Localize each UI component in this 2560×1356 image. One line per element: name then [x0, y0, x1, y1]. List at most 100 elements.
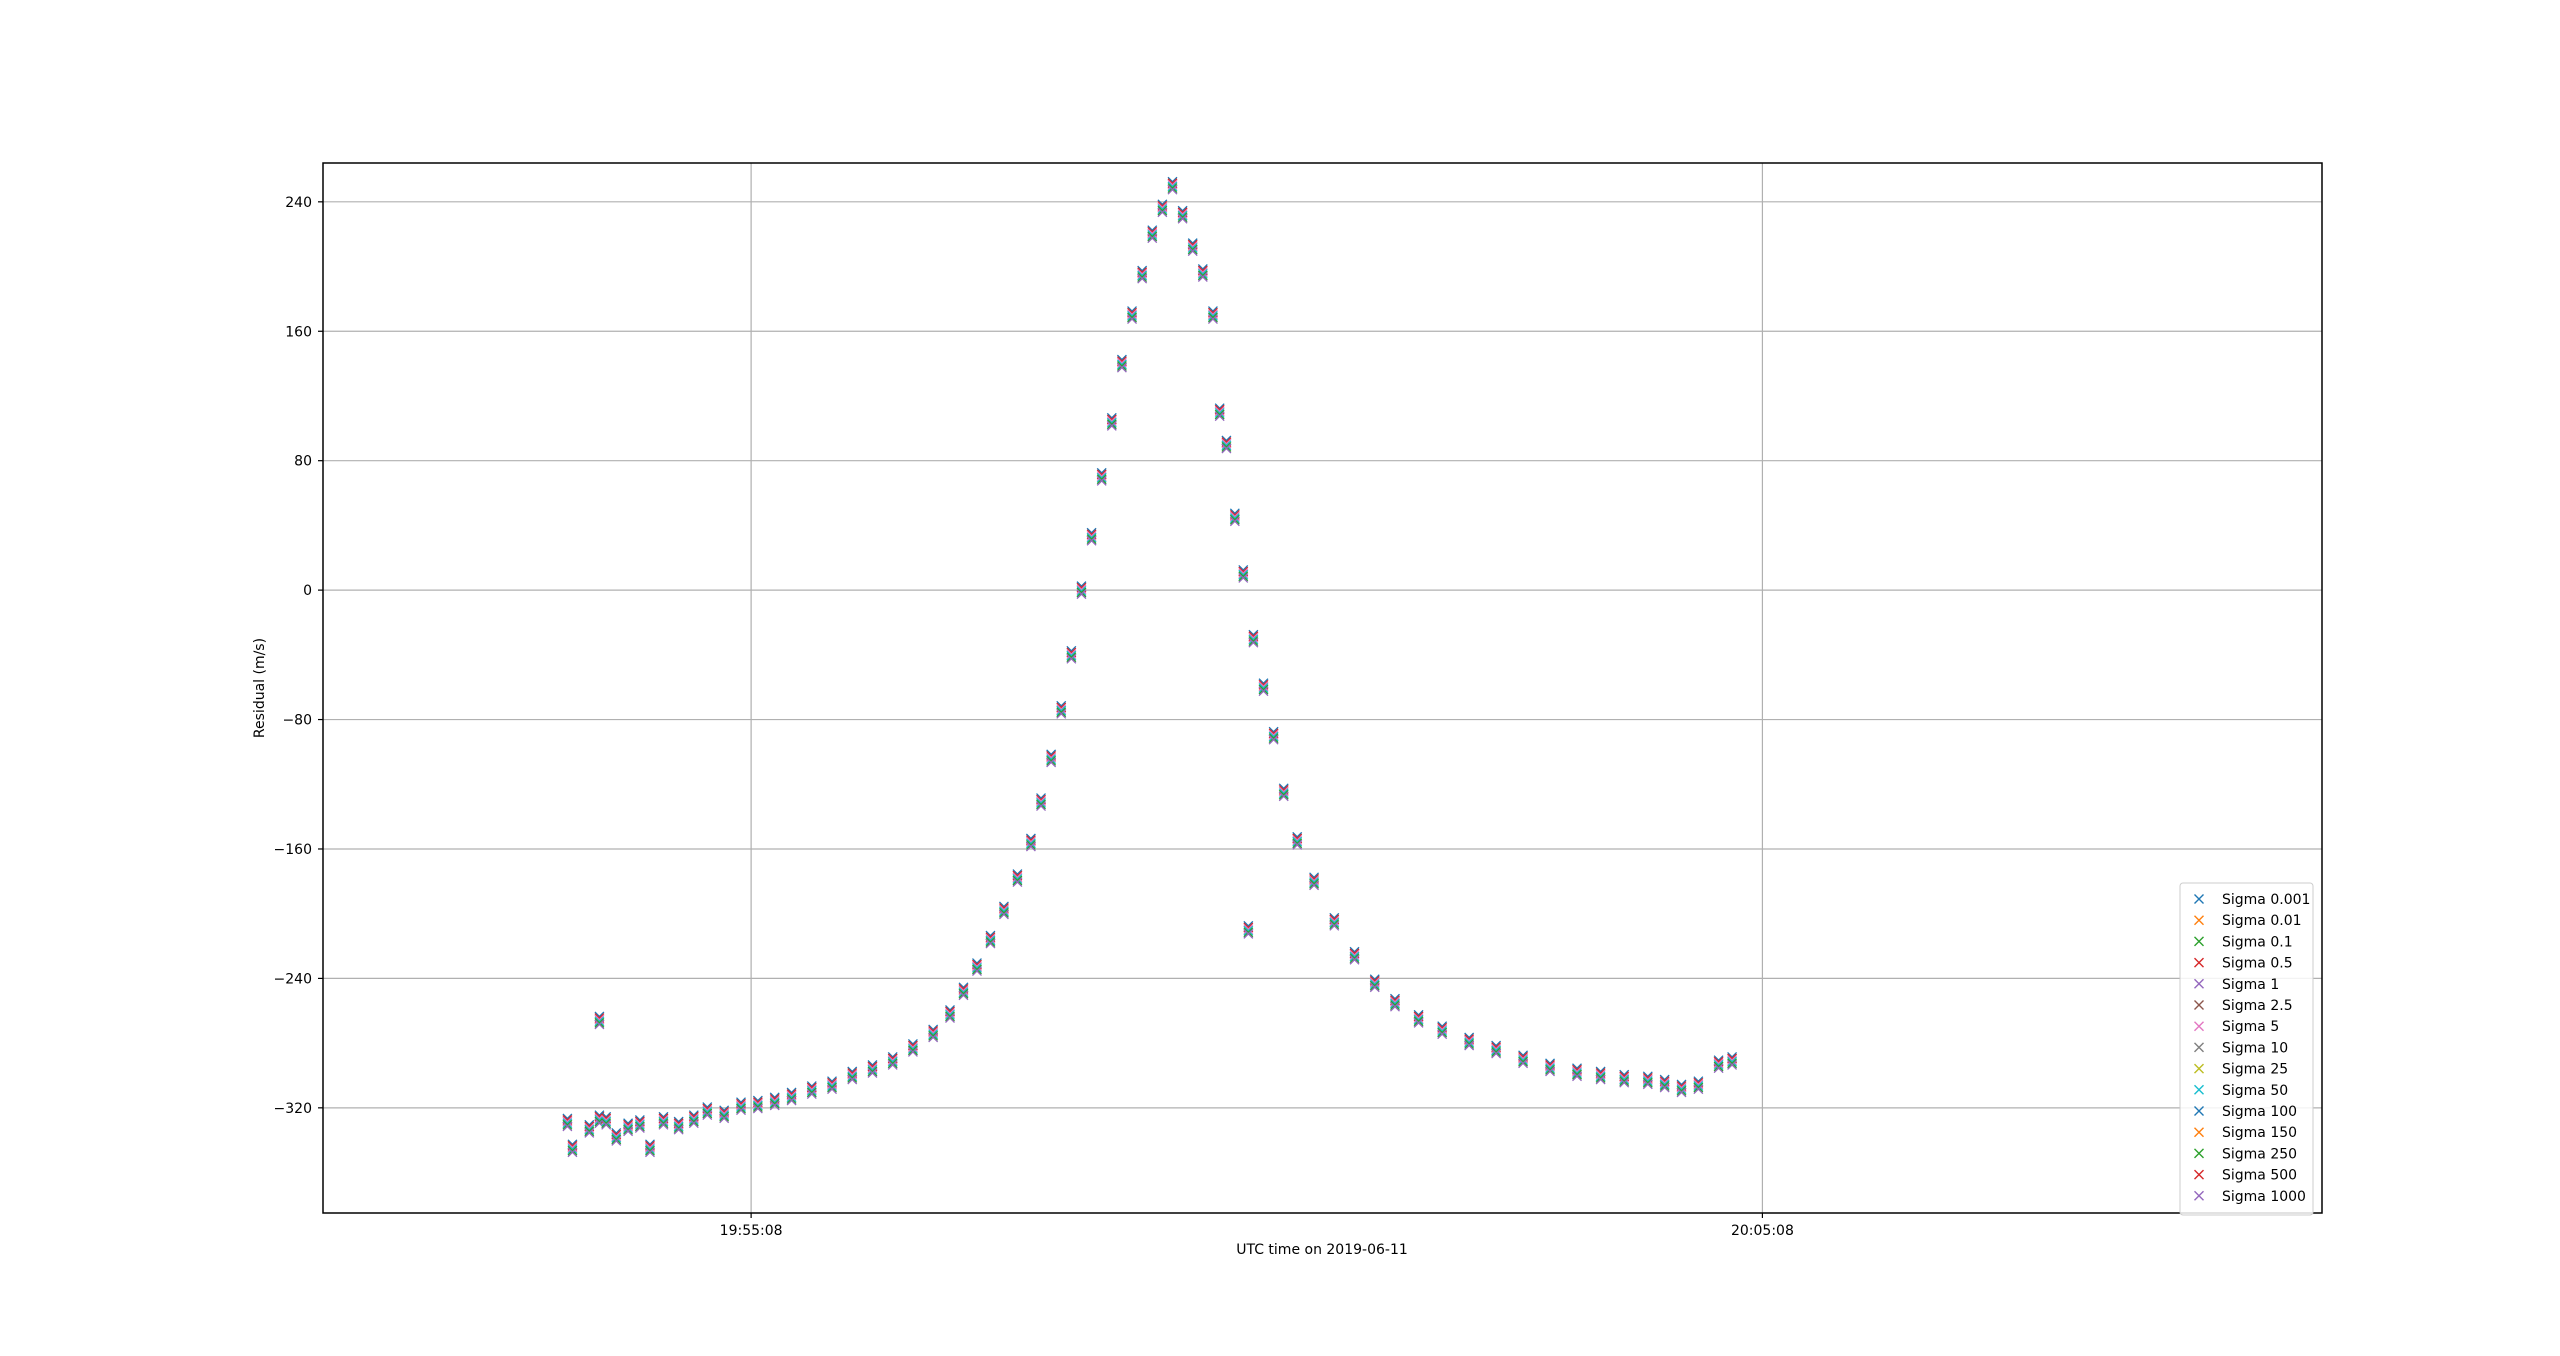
point-marker: [1713, 1060, 1724, 1070]
point-marker: [985, 933, 996, 944]
point-marker: [673, 1119, 684, 1130]
y-tick-label: 80: [294, 454, 312, 470]
point-marker: [594, 1019, 605, 1030]
point-marker: [1229, 511, 1240, 522]
point-marker: [1642, 1079, 1653, 1090]
point-marker: [673, 1121, 684, 1132]
data-point: [1268, 726, 1279, 745]
point-marker: [1238, 568, 1249, 579]
legend-label: Sigma 0.5: [2222, 956, 2293, 972]
point-marker: [1292, 839, 1303, 850]
data-point: [867, 1060, 878, 1078]
point-marker: [1036, 799, 1046, 810]
data-point: [1727, 1051, 1738, 1070]
point-marker: [1248, 636, 1259, 647]
data-point: [1491, 1040, 1502, 1059]
point-marker: [594, 1017, 605, 1028]
point-marker: [1025, 841, 1036, 852]
point-marker: [1116, 357, 1127, 368]
point-marker: [827, 1084, 837, 1095]
point-marker: [567, 1144, 578, 1155]
point-marker: [1137, 272, 1148, 282]
point-marker: [1221, 441, 1232, 452]
point-marker: [847, 1069, 858, 1080]
data-point: [887, 1051, 898, 1070]
point-marker: [1278, 791, 1289, 802]
point-marker: [1258, 681, 1269, 692]
point-marker: [945, 1009, 955, 1020]
point-marker: [1046, 757, 1057, 768]
point-marker: [1096, 471, 1107, 482]
point-marker: [1046, 754, 1057, 765]
point-marker: [1214, 407, 1225, 418]
data-point: [719, 1105, 730, 1124]
data-point: [998, 901, 1009, 920]
point-marker: [806, 1084, 817, 1095]
legend-marker: [2194, 957, 2204, 968]
point-marker: [769, 1100, 780, 1111]
point-marker: [1349, 949, 1360, 960]
point-marker: [1096, 474, 1107, 485]
x-axis-label: UTC time on 2019-06-11: [1236, 1242, 1408, 1258]
point-marker: [688, 1113, 699, 1124]
point-marker: [1127, 312, 1137, 323]
point-marker: [786, 1090, 797, 1101]
point-marker: [645, 1144, 655, 1155]
point-marker: [1221, 438, 1232, 449]
point-marker: [769, 1098, 780, 1109]
point-marker: [1025, 838, 1036, 849]
point-marker: [1545, 1061, 1555, 1072]
point-marker: [1292, 836, 1303, 847]
point-marker: [867, 1063, 878, 1074]
point-marker: [887, 1055, 898, 1066]
point-marker: [1229, 516, 1240, 527]
point-marker: [702, 1110, 713, 1121]
point-marker: [847, 1071, 858, 1082]
point-marker: [611, 1131, 622, 1142]
point-marker: [1036, 796, 1046, 807]
point-marker: [1727, 1058, 1738, 1069]
point-marker: [1292, 835, 1303, 846]
point-marker: [719, 1108, 730, 1119]
data-point: [907, 1039, 918, 1057]
point-marker: [1464, 1040, 1475, 1051]
x-tick-label: 20:05:08: [1731, 1223, 1794, 1239]
point-marker: [601, 1115, 612, 1125]
point-marker: [958, 988, 969, 999]
point-marker: [752, 1100, 763, 1111]
point-marker: [601, 1119, 612, 1130]
data-point: [1413, 1009, 1424, 1028]
legend-marker: [2194, 1042, 2204, 1053]
point-marker: [1036, 801, 1046, 812]
legend: Sigma 0.001 Sigma 0.01 Sigma 0.1 Sigma 0.5 S…: [2179, 882, 2314, 1216]
point-marker: [998, 909, 1009, 920]
point-marker: [985, 938, 996, 949]
point-marker: [1369, 979, 1380, 990]
point-marker: [567, 1145, 578, 1156]
point-marker: [907, 1043, 918, 1054]
point-marker: [658, 1118, 669, 1129]
point-marker: [1268, 734, 1279, 745]
point-marker: [673, 1124, 684, 1135]
data-points: [562, 176, 1738, 1158]
point-marker: [1713, 1058, 1724, 1069]
legend-marker: [2194, 1063, 2204, 1074]
y-axis-label: Residual (m/s): [252, 638, 268, 738]
point-marker: [907, 1042, 918, 1053]
point-marker: [1106, 416, 1117, 427]
legend-marker: [2194, 936, 2204, 947]
point-marker: [1096, 472, 1107, 483]
point-marker: [1268, 731, 1279, 742]
point-marker: [562, 1119, 573, 1130]
point-marker: [1693, 1082, 1704, 1093]
legend-marker: [2194, 1127, 2204, 1138]
point-marker: [1137, 270, 1148, 281]
point-marker: [1572, 1071, 1582, 1082]
legend-label: Sigma 10: [2222, 1040, 2288, 1056]
data-point: [1157, 199, 1168, 218]
point-marker: [1309, 878, 1320, 889]
axis-ticks: 240 160 80 0 −80 −160 −240 −320 19:55:08 20:05:08: [274, 195, 1794, 1239]
point-marker: [752, 1102, 763, 1112]
